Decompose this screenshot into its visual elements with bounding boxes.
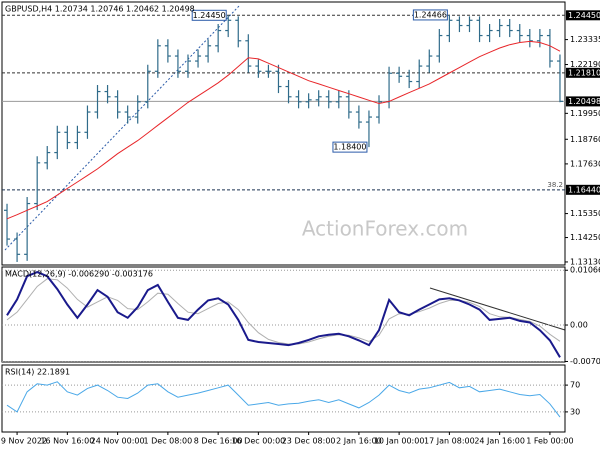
y-tick-label: 1.15350 <box>570 209 600 218</box>
pane-frame <box>1 1 566 266</box>
y-tick-label: 1.22190 <box>570 60 600 69</box>
level-label-box <box>566 96 600 107</box>
y-tick-label: 1.17630 <box>570 159 600 168</box>
y-tick-label: 30 <box>570 407 580 416</box>
y-tick-label: 1.18760 <box>570 135 600 144</box>
x-tick-label: 9 Nov 2022 <box>1 437 47 446</box>
pane-title: GBPUSD,H4 1.20734 1.20746 1.20462 1.2049… <box>5 5 195 14</box>
indicator-line <box>6 271 561 358</box>
trend-line <box>429 287 566 331</box>
price-tag-box <box>191 9 227 21</box>
level-note: 38.2 <box>547 181 563 189</box>
x-tick-label: 16 Nov 16:00 <box>40 437 94 446</box>
y-tick-label: 1.14250 <box>570 233 600 242</box>
y-tick-label: 0.010668 <box>570 266 600 275</box>
level-label: 1.21810 <box>568 68 600 77</box>
x-tick-label: 17 Jan 08:00 <box>424 437 475 446</box>
y-tick-label: -0.007097 <box>570 357 600 366</box>
level-label-box <box>566 67 600 78</box>
price-tag: 1.18400 <box>333 143 366 152</box>
x-tick-label: 24 Nov 00:00 <box>91 437 145 446</box>
trend-line <box>4 4 241 251</box>
price-tag-box <box>332 141 368 153</box>
x-tick-label: 2 Jan 16:00 <box>336 437 382 446</box>
level-label: 1.24450 <box>568 11 600 20</box>
x-tick-label: 10 Jan 00:00 <box>374 437 425 446</box>
y-tick-label: 1.13130 <box>570 257 600 266</box>
level-label-box <box>566 184 600 195</box>
x-tick-label: 8 Dec 16:00 <box>194 437 243 446</box>
price-tag: 1.24466 <box>414 10 447 19</box>
pane-frame <box>1 364 566 433</box>
indicator-line <box>6 381 561 418</box>
level-label-box <box>566 10 600 21</box>
indicator-line <box>6 278 561 345</box>
x-tick-label: 24 Jan 16:00 <box>474 437 525 446</box>
x-tick-label: 23 Dec 08:00 <box>282 437 336 446</box>
moving-average <box>6 40 561 220</box>
watermark: ActionForex.com <box>302 217 468 241</box>
level-label: 1.16440 <box>568 185 600 194</box>
pane-title: MACD(12,26,9) -0.006290 -0.003176 <box>5 270 153 279</box>
y-tick-label: 0.00 <box>570 321 588 330</box>
price-tag: 1.24450 <box>193 11 226 20</box>
x-tick-label: 16 Dec 00:00 <box>231 437 285 446</box>
x-tick-label: 1 Feb 00:00 <box>526 437 573 446</box>
y-tick-label: 1.23335 <box>570 35 600 44</box>
y-tick-label: 70 <box>570 381 580 390</box>
x-tick-label: 1 Dec 08:00 <box>144 437 193 446</box>
price-tag-box <box>412 9 448 21</box>
level-label: 1.20498 <box>568 97 600 106</box>
pane-frame <box>1 266 566 363</box>
y-tick-label: 1.19950 <box>570 109 600 118</box>
pane-title: RSI(14) 22.1891 <box>5 368 70 377</box>
